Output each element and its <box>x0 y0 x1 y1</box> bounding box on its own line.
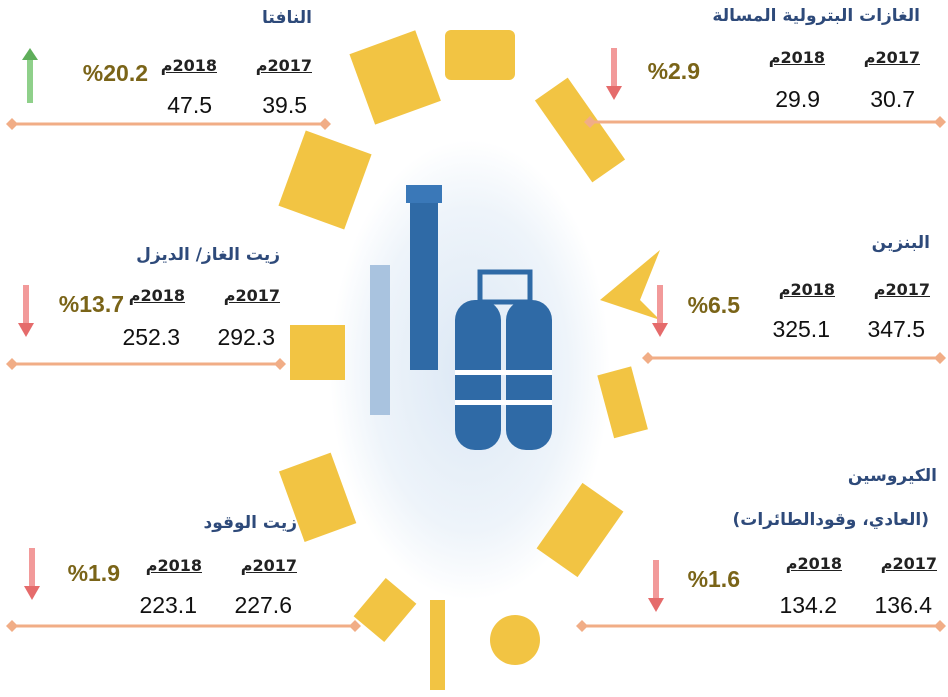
divider-end <box>349 620 361 632</box>
year-label: 2018م <box>785 554 842 573</box>
year-label: 2017م <box>255 56 312 75</box>
value: 134.2 <box>779 592 837 618</box>
change: %6.5 <box>687 292 740 318</box>
panel-title: زيت الوقود <box>203 513 297 533</box>
value: 325.1 <box>772 316 830 342</box>
change: %13.7 <box>58 291 124 317</box>
trend-arrow-head <box>652 323 668 337</box>
trend-arrow-head <box>22 48 38 60</box>
trend-arrow <box>611 48 617 88</box>
year-label: 2017م <box>863 48 920 67</box>
trend-arrow <box>29 548 35 588</box>
trend-arrow <box>23 285 29 325</box>
value: 136.4 <box>874 592 932 618</box>
trend-arrow <box>27 58 33 103</box>
panel-title: البنزين <box>871 233 930 253</box>
trend-arrow-head <box>18 323 34 337</box>
value: 223.1 <box>139 592 197 618</box>
divider-end <box>584 116 596 128</box>
year-label: 2018م <box>128 286 185 305</box>
divider-end <box>6 358 18 370</box>
divider-end <box>6 620 18 632</box>
value: 347.5 <box>867 316 925 342</box>
value: 39.5 <box>262 92 307 118</box>
year-label: 2017م <box>223 286 280 305</box>
divider-end <box>934 352 946 364</box>
value: 252.3 <box>122 324 180 350</box>
panel-title: الكيروسين <box>847 466 937 486</box>
panel-title: النافتا <box>262 8 312 28</box>
panel-title: (العادي، وقودالطائرات) <box>732 510 929 530</box>
value: 29.9 <box>775 86 820 112</box>
year-label: 2018م <box>778 280 835 299</box>
trend-arrow-head <box>648 598 664 612</box>
year-label: 2018م <box>145 556 202 575</box>
divider-end <box>934 620 946 632</box>
divider-end <box>576 620 588 632</box>
year-label: 2017م <box>240 556 297 575</box>
panel-title: الغازات البترولية المسالة <box>712 6 920 26</box>
trend-arrow <box>653 560 659 600</box>
value: 30.7 <box>870 86 915 112</box>
change: %2.9 <box>647 58 700 84</box>
value: 227.6 <box>234 592 292 618</box>
value: 292.3 <box>217 324 275 350</box>
trend-arrow-head <box>606 86 622 100</box>
trend-arrow-head <box>24 586 40 600</box>
change: %20.2 <box>82 60 148 86</box>
year-label: 2017م <box>873 280 930 299</box>
divider-end <box>642 352 654 364</box>
divider-end <box>934 116 946 128</box>
change: %1.9 <box>67 560 120 586</box>
divider-end <box>6 118 18 130</box>
year-label: 2018م <box>768 48 825 67</box>
divider-end <box>319 118 331 130</box>
change: %1.6 <box>687 566 740 592</box>
value: 47.5 <box>167 92 212 118</box>
divider-end <box>274 358 286 370</box>
year-label: 2018م <box>160 56 217 75</box>
trend-arrow <box>657 285 663 325</box>
year-label: 2017م <box>880 554 937 573</box>
panel-title: زيت الغاز/ الديزل <box>136 245 280 265</box>
